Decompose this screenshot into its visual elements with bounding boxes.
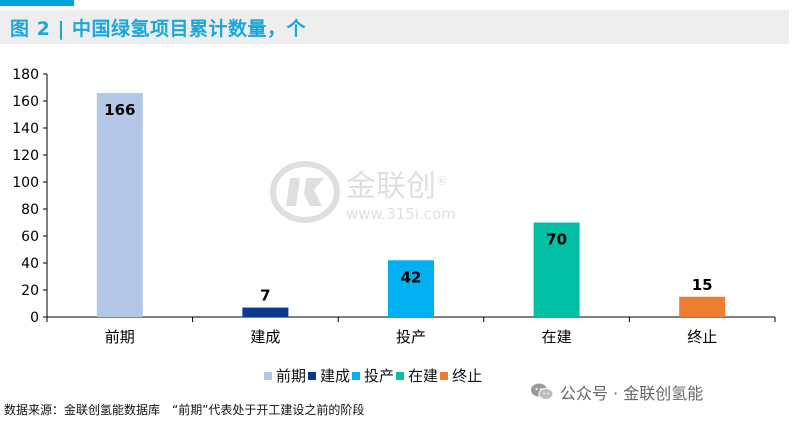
legend-item-qianqi: 前期 (264, 365, 306, 386)
y-tick-label: 180 (12, 67, 39, 83)
watermark-url: www.315i.com (346, 205, 456, 223)
bar-0 (96, 92, 143, 318)
legend-label: 投产 (364, 367, 395, 385)
bar-3 (533, 222, 580, 317)
y-tick-label: 20 (21, 283, 39, 299)
x-tick-label: 在建 (542, 328, 572, 346)
wechat-account: 公众号 · 金联创氢能 (530, 380, 703, 404)
bar-chart: 0 20 40 60 80 100 120 140 160 180 166 前期 7 建成 42 投产 70 在建… (12, 67, 776, 346)
data-label: 42 (401, 268, 422, 286)
title-accent-bar (0, 0, 74, 6)
y-tick-label: 40 (21, 256, 39, 272)
legend-item-touchan: 投产 (352, 365, 394, 386)
legend-label: 前期 (276, 367, 307, 385)
data-label: 15 (692, 276, 713, 294)
chart-title: 图 2 | 中国绿氢项目累计数量，个 (10, 17, 307, 40)
legend-item-zhongzhi: 终止 (440, 365, 482, 386)
data-label: 7 (260, 287, 270, 305)
title-bar: 图 2 | 中国绿氢项目累计数量，个 (0, 10, 789, 44)
legend-swatch (352, 371, 361, 380)
y-tick-label: 120 (12, 148, 39, 164)
legend-item-zaijian: 在建 (396, 365, 438, 386)
bar-2 (388, 260, 434, 317)
watermark-name: 金联创 (346, 169, 436, 204)
y-tick-label: 140 (12, 121, 39, 137)
legend-swatch (264, 371, 272, 380)
legend-label: 终止 (452, 367, 483, 385)
bar-4 (679, 296, 726, 317)
watermark-logo-icon (270, 161, 340, 223)
legend-swatch (440, 371, 449, 380)
y-tick-label: 100 (12, 175, 39, 191)
legend: 前期 建成 投产 在建 终止 (264, 365, 484, 386)
y-tick-label: 80 (21, 202, 39, 218)
legend-label: 建成 (320, 367, 351, 385)
y-tick-label: 160 (12, 94, 39, 110)
legend-label: 在建 (408, 367, 439, 385)
data-label: 166 (104, 101, 135, 119)
x-tick-label: 建成 (250, 328, 280, 346)
wechat-account-name: 公众号 · 金联创氢能 (560, 384, 704, 403)
legend-item-jiancheng: 建成 (308, 365, 350, 386)
x-tick-label: 终止 (687, 328, 717, 346)
bar-1 (242, 307, 289, 317)
legend-swatch (308, 371, 317, 380)
x-tick-label: 投产 (396, 328, 426, 346)
x-tick-label: 前期 (105, 328, 135, 346)
y-tick-label: 60 (21, 229, 39, 245)
wechat-icon (531, 383, 554, 400)
data-source-note: 数据来源：金联创氢能数据库 “前期”代表处于开工建设之前的阶段 (4, 403, 365, 417)
watermark: 金联创® www.315i.com (270, 160, 456, 224)
y-tick-label: 0 (30, 310, 39, 326)
registered-mark: ® (436, 174, 448, 188)
legend-swatch (396, 371, 405, 380)
data-label: 70 (546, 231, 567, 249)
